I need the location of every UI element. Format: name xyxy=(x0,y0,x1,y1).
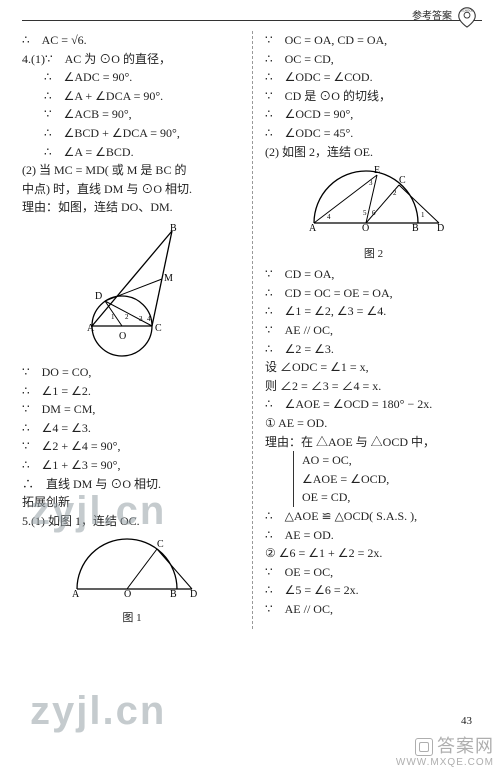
header-label: 参考答案 xyxy=(412,9,452,25)
content-columns: ∴ AC = √6. 4.(1)∵ AC 为 ⊙O 的直径， ∴ ∠ADC = … xyxy=(22,31,482,629)
text-line: ∴ ∠1 + ∠3 = 90°, xyxy=(22,456,242,475)
text-line: ∴ ∠1 = ∠2. xyxy=(22,382,242,401)
text-line: ∠AOE = ∠OCD, xyxy=(302,470,482,489)
svg-text:B: B xyxy=(170,589,177,599)
svg-text:3: 3 xyxy=(139,315,143,323)
text-line: 理由：在 △AOE 与 △OCD 中， xyxy=(265,433,482,452)
text-line: ∴ ∠ODC = 45°. xyxy=(265,124,482,143)
text-line: ∴ ∠4 = ∠3. xyxy=(22,419,242,438)
text-line: 5.(1) 如图 1，连结 OC. xyxy=(22,512,242,531)
text-line: 则 ∠2 = ∠3 = ∠4 = x. xyxy=(265,377,482,396)
text-line: ∴ AC = √6. xyxy=(22,31,242,50)
text-line: (2) 当 MC = MD( 或 M 是 BC 的 xyxy=(22,161,242,180)
svg-text:3: 3 xyxy=(369,179,373,187)
text-line: ∵ AE // OC, xyxy=(265,321,482,340)
text-line: 中点) 时，直线 DM 与 ⊙O 相切. xyxy=(22,180,242,199)
text-line: ∵ CD = OA, xyxy=(265,265,482,284)
svg-text:B: B xyxy=(412,223,419,234)
text-line: ∵ CD 是 ⊙O 的切线， xyxy=(265,87,482,106)
svg-text:D: D xyxy=(190,589,197,599)
svg-text:C: C xyxy=(399,175,406,186)
left-column: ∴ AC = √6. 4.(1)∵ AC 为 ⊙O 的直径， ∴ ∠ADC = … xyxy=(22,31,252,629)
text-line: ∵ DM = CM, xyxy=(22,400,242,419)
text-line: ∴ ∠5 = ∠6 = 2x. xyxy=(265,581,482,600)
text-line: ∴ ∠2 = ∠3. xyxy=(265,340,482,359)
text-line: 4.(1)∵ AC 为 ⊙O 的直径， xyxy=(22,50,242,69)
svg-text:A: A xyxy=(309,223,317,234)
svg-text:6: 6 xyxy=(372,209,376,217)
svg-text:1: 1 xyxy=(111,313,115,321)
svg-text:O: O xyxy=(119,331,126,342)
svg-text:2: 2 xyxy=(393,189,397,197)
text-line: ∴ ∠OCD = 90°, xyxy=(265,105,482,124)
svg-text:C: C xyxy=(157,539,164,550)
figure-triangle-circle: A O C B M D 1 2 3 4 xyxy=(22,221,242,361)
text-line: ∵ ∠ACB = 90°, xyxy=(22,105,242,124)
school-badge-icon: SCHOOL xyxy=(456,6,478,28)
svg-text:2: 2 xyxy=(125,313,129,321)
text-line: AO = OC, xyxy=(302,451,482,470)
svg-text:A: A xyxy=(72,589,80,599)
header: 参考答案 SCHOOL xyxy=(412,6,478,28)
text-line: ∵ DO = CO, xyxy=(22,363,242,382)
text-line: ∵ OE = OC, xyxy=(265,563,482,582)
figure-semicircle-2: A O B D E C 5 6 4 3 2 1 xyxy=(265,165,482,235)
svg-text:D: D xyxy=(437,223,444,234)
text-line: 拓展创新 xyxy=(22,493,242,512)
text-line: ① AE = OD. xyxy=(265,414,482,433)
text-line: (2) 如图 2，连结 OE. xyxy=(265,143,482,162)
figure-caption: 图 1 xyxy=(22,610,242,627)
text-line: ∴ AE = OD. xyxy=(265,526,482,545)
watermark: zyjl.cn xyxy=(30,680,166,742)
text-line: 理由：如图，连结 DO、DM. xyxy=(22,198,242,217)
text-line: ∵ AE // OC, xyxy=(265,600,482,619)
figure-semicircle-1: A O B D C xyxy=(22,534,242,599)
text-line: ∴ ∠A = ∠BCD. xyxy=(22,143,242,162)
text-line: ∴ CD = OC = OE = OA, xyxy=(265,284,482,303)
svg-text:B: B xyxy=(170,223,177,234)
figure-caption: 图 2 xyxy=(265,246,482,263)
text-line: ∴ △AOE ≌ △OCD( S.A.S. ), xyxy=(265,507,482,526)
svg-text:5: 5 xyxy=(363,209,367,217)
text-line: ∴ OC = CD, xyxy=(265,50,482,69)
stamp-logo-icon xyxy=(415,738,433,756)
stamp-line1: 答案网 xyxy=(437,736,494,756)
page-number: 43 xyxy=(461,713,472,730)
svg-text:C: C xyxy=(155,323,162,334)
svg-text:O: O xyxy=(124,589,131,599)
source-stamp: 答案网 WWW.MXQE.COM xyxy=(396,737,494,768)
svg-text:E: E xyxy=(374,165,380,176)
text-line: ∴ ∠A + ∠DCA = 90°. xyxy=(22,87,242,106)
svg-text:M: M xyxy=(164,273,173,284)
text-line: ② ∠6 = ∠1 + ∠2 = 2x. xyxy=(265,544,482,563)
text-line: ∴ ∠AOE = ∠OCD = 180° − 2x. xyxy=(265,395,482,414)
text-line: ∴ ∠ODC = ∠COD. xyxy=(265,68,482,87)
text-line: ∴ 直线 DM 与 ⊙O 相切. xyxy=(22,475,242,494)
badge-text: SCHOOL xyxy=(461,9,474,13)
page: 参考答案 SCHOOL ∴ AC = √6. 4.(1)∵ AC 为 ⊙O 的直… xyxy=(0,0,500,772)
text-line: ∴ ∠1 = ∠2, ∠3 = ∠4. xyxy=(265,302,482,321)
svg-text:A: A xyxy=(87,323,95,334)
svg-text:4: 4 xyxy=(327,213,331,221)
brace-group: AO = OC, ∠AOE = ∠OCD, OE = CD, xyxy=(293,451,482,507)
text-line: OE = CD, xyxy=(302,488,482,507)
stamp-line2: WWW.MXQE.COM xyxy=(396,757,494,768)
text-line: ∵ OC = OA, CD = OA, xyxy=(265,31,482,50)
text-line: ∴ ∠BCD + ∠DCA = 90°, xyxy=(22,124,242,143)
text-line: 设 ∠ODC = ∠1 = x, xyxy=(265,358,482,377)
svg-text:D: D xyxy=(95,291,102,302)
right-column: ∵ OC = OA, CD = OA, ∴ OC = CD, ∴ ∠ODC = … xyxy=(252,31,482,629)
svg-text:1: 1 xyxy=(421,211,425,219)
svg-text:O: O xyxy=(362,223,369,234)
text-line: ∴ ∠ADC = 90°. xyxy=(22,68,242,87)
text-line: ∵ ∠2 + ∠4 = 90°, xyxy=(22,437,242,456)
svg-text:4: 4 xyxy=(147,315,151,323)
